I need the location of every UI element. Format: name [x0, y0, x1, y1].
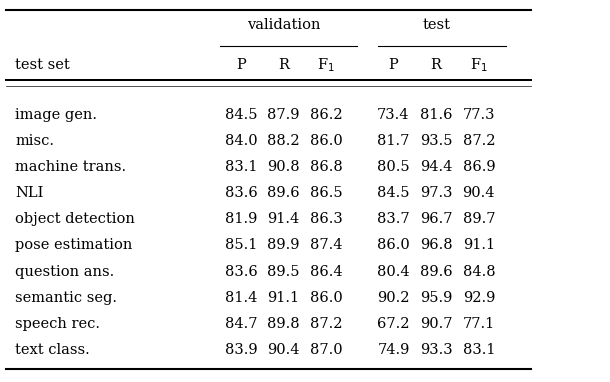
Text: 86.9: 86.9	[462, 160, 495, 174]
Text: 81.6: 81.6	[420, 108, 453, 121]
Text: 89.6: 89.6	[267, 186, 300, 200]
Text: 84.8: 84.8	[462, 265, 495, 278]
Text: 90.8: 90.8	[267, 160, 300, 174]
Text: 97.3: 97.3	[420, 186, 453, 200]
Text: 89.6: 89.6	[420, 265, 453, 278]
Text: 80.5: 80.5	[377, 160, 410, 174]
Text: 84.7: 84.7	[224, 317, 257, 331]
Text: F$_1$: F$_1$	[470, 56, 488, 74]
Text: P: P	[389, 58, 398, 72]
Text: 83.1: 83.1	[224, 160, 257, 174]
Text: 81.4: 81.4	[224, 291, 257, 305]
Text: 91.1: 91.1	[463, 238, 495, 253]
Text: validation: validation	[247, 18, 320, 32]
Text: 74.9: 74.9	[377, 343, 410, 357]
Text: object detection: object detection	[15, 212, 135, 226]
Text: 81.7: 81.7	[377, 134, 410, 148]
Text: test: test	[422, 18, 450, 32]
Text: 89.7: 89.7	[462, 212, 495, 226]
Text: 86.5: 86.5	[310, 186, 343, 200]
Text: 85.1: 85.1	[224, 238, 257, 253]
Text: 87.2: 87.2	[310, 317, 343, 331]
Text: 94.4: 94.4	[420, 160, 453, 174]
Text: pose estimation: pose estimation	[15, 238, 132, 253]
Text: 83.7: 83.7	[377, 212, 410, 226]
Text: 81.9: 81.9	[224, 212, 257, 226]
Text: 83.6: 83.6	[224, 265, 257, 278]
Text: 92.9: 92.9	[462, 291, 495, 305]
Text: 89.5: 89.5	[267, 265, 300, 278]
Text: 77.1: 77.1	[463, 317, 495, 331]
Text: speech rec.: speech rec.	[15, 317, 100, 331]
Text: 96.8: 96.8	[420, 238, 453, 253]
Text: 67.2: 67.2	[377, 317, 410, 331]
Text: 89.9: 89.9	[267, 238, 300, 253]
Text: 87.0: 87.0	[310, 343, 343, 357]
Text: 86.0: 86.0	[310, 291, 343, 305]
Text: text class.: text class.	[15, 343, 90, 357]
Text: R: R	[278, 58, 289, 72]
Text: 84.0: 84.0	[224, 134, 257, 148]
Text: R: R	[431, 58, 442, 72]
Text: 90.2: 90.2	[377, 291, 410, 305]
Text: test set: test set	[15, 58, 70, 72]
Text: P: P	[236, 58, 246, 72]
Text: NLI: NLI	[15, 186, 44, 200]
Text: 86.3: 86.3	[310, 212, 343, 226]
Text: 87.9: 87.9	[267, 108, 300, 121]
Text: 88.2: 88.2	[267, 134, 300, 148]
Text: 84.5: 84.5	[224, 108, 257, 121]
Text: misc.: misc.	[15, 134, 54, 148]
Text: question ans.: question ans.	[15, 265, 115, 278]
Text: 90.7: 90.7	[420, 317, 453, 331]
Text: 73.4: 73.4	[377, 108, 410, 121]
Text: 96.7: 96.7	[420, 212, 453, 226]
Text: 91.4: 91.4	[268, 212, 300, 226]
Text: 89.8: 89.8	[267, 317, 300, 331]
Text: 83.9: 83.9	[224, 343, 257, 357]
Text: 80.4: 80.4	[377, 265, 410, 278]
Text: 77.3: 77.3	[462, 108, 495, 121]
Text: image gen.: image gen.	[15, 108, 97, 121]
Text: 91.1: 91.1	[268, 291, 300, 305]
Text: 84.5: 84.5	[377, 186, 410, 200]
Text: 86.2: 86.2	[310, 108, 343, 121]
Text: 83.6: 83.6	[224, 186, 257, 200]
Text: 83.1: 83.1	[462, 343, 495, 357]
Text: 93.3: 93.3	[420, 343, 453, 357]
Text: 93.5: 93.5	[420, 134, 453, 148]
Text: semantic seg.: semantic seg.	[15, 291, 117, 305]
Text: machine trans.: machine trans.	[15, 160, 126, 174]
Text: 90.4: 90.4	[462, 186, 495, 200]
Text: 86.0: 86.0	[310, 134, 343, 148]
Text: 95.9: 95.9	[420, 291, 453, 305]
Text: 86.4: 86.4	[310, 265, 343, 278]
Text: 90.4: 90.4	[267, 343, 300, 357]
Text: 86.0: 86.0	[377, 238, 410, 253]
Text: 86.8: 86.8	[310, 160, 343, 174]
Text: 87.4: 87.4	[310, 238, 343, 253]
Text: F$_1$: F$_1$	[317, 56, 336, 74]
Text: 87.2: 87.2	[462, 134, 495, 148]
